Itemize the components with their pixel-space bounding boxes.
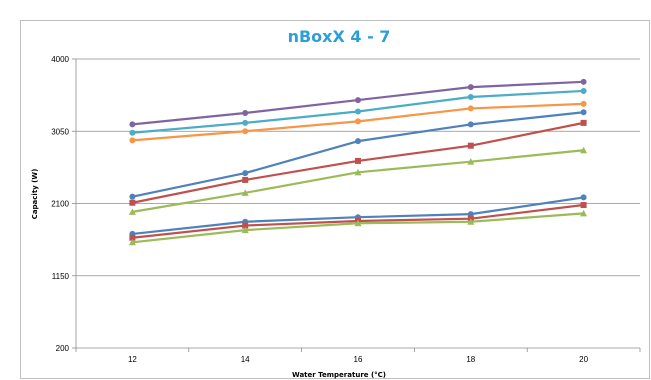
data-point xyxy=(129,137,136,144)
data-point xyxy=(467,105,474,112)
data-point xyxy=(467,121,474,128)
series-line xyxy=(132,111,584,198)
series-1 xyxy=(129,78,587,128)
data-point xyxy=(355,138,361,145)
data-point-square xyxy=(242,222,249,229)
data-point-square xyxy=(242,176,249,183)
data-point-triangle xyxy=(467,218,475,225)
x-axis-label: Water Temperature (°C) xyxy=(292,371,386,379)
x-tick-label: 16 xyxy=(354,355,363,364)
data-point xyxy=(580,78,587,85)
series-lines xyxy=(128,78,588,246)
y-tick-label: 2100 xyxy=(51,200,69,209)
series-4 xyxy=(129,109,587,200)
data-point-square xyxy=(129,234,136,241)
data-point-triangle xyxy=(241,189,249,196)
data-point-triangle xyxy=(241,226,249,234)
series-line xyxy=(132,80,584,126)
data-point xyxy=(355,97,361,104)
x-tick-label: 18 xyxy=(466,355,475,364)
series-3 xyxy=(129,100,587,144)
series-2 xyxy=(129,87,587,136)
data-point-square xyxy=(467,142,474,149)
y-tick-label: 3050 xyxy=(51,127,69,136)
data-point xyxy=(467,84,474,91)
y-tick-label: 4000 xyxy=(51,55,69,64)
x-tick-label: 12 xyxy=(128,355,137,364)
data-point xyxy=(129,121,136,128)
data-point xyxy=(355,118,361,125)
data-point-square xyxy=(580,202,587,209)
chart-frame: nBoxX 4 - 7 200 1150 2100 3050 4000 12 14 16 18 2… xyxy=(20,20,650,379)
chart-title: nBoxX 4 - 7 xyxy=(288,27,391,46)
series-6 xyxy=(128,146,588,215)
data-point xyxy=(580,100,587,107)
data-point-triangle xyxy=(128,208,136,215)
data-point xyxy=(580,109,587,116)
axes xyxy=(72,58,641,352)
data-point xyxy=(129,193,136,200)
data-point xyxy=(355,108,361,115)
data-point xyxy=(467,211,474,218)
data-point xyxy=(129,129,136,136)
data-point xyxy=(242,109,249,116)
y-tick-label: 200 xyxy=(56,344,70,353)
data-point xyxy=(580,194,587,201)
data-point-triangle xyxy=(354,219,362,227)
tick-labels: 200 1150 2100 3050 4000 12 14 16 18 20 xyxy=(51,55,588,364)
data-point-triangle xyxy=(128,238,136,246)
data-point-triangle xyxy=(580,209,588,217)
y-tick-label: 1150 xyxy=(52,272,70,281)
data-point xyxy=(580,87,587,94)
x-tick-label: 14 xyxy=(241,355,250,364)
x-tick-label: 20 xyxy=(579,355,588,364)
data-point xyxy=(242,170,249,177)
series-9 xyxy=(128,209,588,246)
data-point-triangle xyxy=(354,168,362,176)
data-point xyxy=(467,94,474,101)
data-point-square xyxy=(129,199,136,206)
y-axis-label: Capacity (W) xyxy=(31,169,39,220)
data-point xyxy=(242,128,249,135)
data-point-triangle xyxy=(467,158,475,165)
data-point xyxy=(242,119,249,126)
data-point-square xyxy=(580,119,587,126)
data-point-triangle xyxy=(580,146,588,154)
data-point-square xyxy=(355,157,361,164)
series-5 xyxy=(129,119,587,206)
